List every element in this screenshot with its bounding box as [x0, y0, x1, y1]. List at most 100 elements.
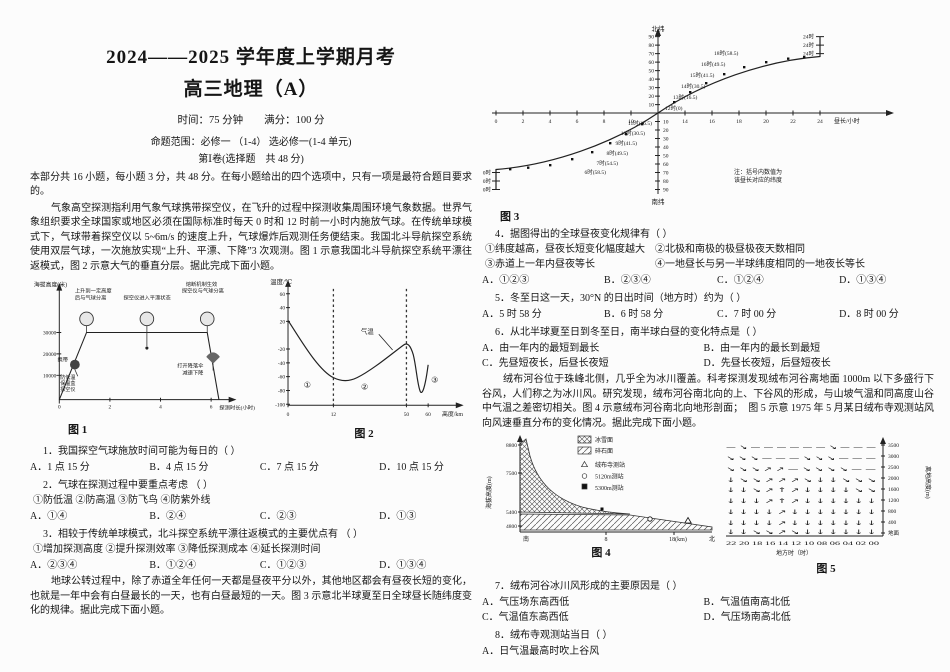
- fig1-xtick: 4: [159, 404, 162, 410]
- section-heading: 第Ⅰ卷(选择题 共 48 分): [198, 154, 304, 165]
- wind-row: ↓ ↘ ↘ ↗ ↗ ↗ ↘ ↓ ↓ ↘ ↘ ↘: [726, 477, 876, 484]
- fig1-chart: 海拔高度(米) 30000 20000 10000 0 2 4 6 探测时长(小…: [34, 280, 255, 412]
- fig5-ytick: 2500: [888, 465, 899, 471]
- fig3-xtick: 2: [522, 119, 525, 125]
- wind-row: ↓ ↓ ↓ ↓ ↗ ↓ ↓ ↓ ↓ ↓ ↓ ↓: [726, 509, 876, 516]
- passage-2: 地球公转过程中，除了赤道全年任何一天都是昼夜平分以外，其他地区都会有昼夜长短的变…: [30, 576, 472, 616]
- fig2-leader: [378, 333, 393, 351]
- fig3-point-label: 14时(30.5): [681, 82, 705, 90]
- fig1-label-launch: 探空仪: [60, 386, 75, 393]
- fig3-stick: 10: [663, 120, 669, 126]
- question-1-stem: 1．我国探空气球施放时间可能为每日的（ ）: [43, 446, 241, 457]
- fig2-y-label: 温度/℃: [270, 277, 292, 286]
- option: A．①②③: [482, 275, 530, 286]
- question-4-choices: ③赤道上一年内昼夜等长 ④一地昼长与另一半球纬度相同的一地夜长等长: [485, 259, 865, 270]
- fig1-label-fuse: 探空仪与气球分离: [182, 287, 224, 295]
- fig4-xtick: 8: [605, 537, 608, 543]
- fig2-x-label: 高度/km: [442, 410, 463, 418]
- fig3-xtick: 24: [817, 119, 823, 125]
- fig4-axes: [518, 440, 712, 535]
- fig3-xtick: 22: [790, 119, 796, 125]
- fig3-stick: 30: [663, 137, 669, 143]
- fig1-label-carry: 携带: [58, 356, 68, 364]
- question-2-choices: ①防低温 ②防高温 ③防飞鸟 ④防紫外线: [33, 495, 211, 506]
- fig3-note: 该昼长对应的纬度: [734, 176, 782, 184]
- station-5120-marker: [647, 516, 653, 522]
- fig2-xtick: 60: [425, 412, 431, 418]
- figure-5-caption: 图 5: [816, 563, 836, 575]
- fig4-ytick: 4800: [506, 524, 517, 530]
- fig3-ntick: 60: [649, 60, 655, 66]
- option: D．先昼长夜短，后昼短夜长: [703, 358, 831, 369]
- wind-row: ↘ ↘ ↘ ↗ ↗ — ↘ ↘ ↘ ↘ — —: [726, 466, 876, 473]
- fig5-ytick: 400: [888, 520, 897, 526]
- fig4-xtick: 北: [709, 535, 715, 543]
- fig3-x-arrow: [886, 110, 894, 116]
- fig5-chart: — ↘ — — — — — — ↘ — — — ↘ ↘ ↘ — — — ↘ ↘ …: [726, 437, 932, 557]
- option: A．①④: [30, 511, 68, 522]
- fig5-ytick: 3000: [888, 454, 899, 460]
- figure-row-1: 海拔高度(米) 30000 20000 10000 0 2 4 6 探测时长(小…: [30, 277, 472, 441]
- figure-4: 冰雪面 碎石面 绒布寺测站 5120m测站 5300m测站 海拔高度(m) 88…: [482, 434, 720, 560]
- fig3-stick: 20: [663, 128, 669, 134]
- option: A．气压场东高西低: [482, 597, 570, 608]
- fig1-x-arrow: [228, 396, 237, 403]
- option: D．气压场南高北低: [703, 612, 791, 623]
- fig3-y-arrow: [655, 28, 661, 36]
- fig3-stick: 60: [663, 162, 669, 168]
- fig4-legend-swatches: [577, 435, 592, 490]
- fig4-ytick: 5400: [506, 510, 517, 516]
- fig3-point-label: 16时(49.5): [701, 60, 725, 68]
- option: A．5 时 58 分: [482, 309, 542, 320]
- question-5-options: A．5 时 58 分 B．6 时 58 分 C．7 时 00 分 D．8 时 0…: [482, 307, 934, 322]
- fig3-xtick: 16: [709, 119, 715, 125]
- fig5-x-label: 地方时（时）: [776, 549, 812, 557]
- fig2-ytick: -80: [278, 388, 286, 394]
- option: B．②③④: [604, 275, 651, 286]
- wind-row: — ↘ — — — — — — ↘ — — —: [726, 444, 876, 451]
- question-1-options: A．1 点 15 分 B．4 点 15 分 C．7 点 15 分 D．10 点 …: [30, 460, 472, 475]
- legend-label: 5300m测站: [595, 484, 624, 492]
- exam-meta: 时间：75 分钟 满分：100 分: [177, 115, 325, 126]
- snow-surface-area: [519, 438, 631, 515]
- figure-row-2: 冰雪面 碎石面 绒布寺测站 5120m测站 5300m测站 海拔高度(m) 88…: [482, 434, 934, 576]
- fig1-ytick: 30000: [43, 330, 57, 336]
- fig3-point-label: 24时: [803, 50, 815, 58]
- option: C．7 点 15 分: [259, 462, 319, 473]
- question-7-stem: 7．绒布河谷冰川风形成的主要原因是（ ）: [495, 581, 683, 592]
- legend-label: 绒布寺测站: [595, 461, 625, 469]
- option: D．8 时 00 分: [839, 309, 899, 320]
- fig3-point-label: 12时(0): [665, 104, 683, 112]
- fig2-xtick: 0: [287, 412, 290, 418]
- option: C．气温值东高西低: [482, 612, 569, 623]
- question-6-stem: 6．从北半球夏至日到冬至日，南半球白昼的变化特点是（ ）: [495, 327, 763, 338]
- fig3-xtick: 8: [603, 119, 606, 125]
- figure-1-caption: 图 1: [68, 424, 88, 436]
- exam-subtitle: 高三地理（A）: [183, 79, 319, 100]
- fig5-ytick: 2000: [888, 476, 899, 482]
- fig3-point-label: 15时(41.5): [690, 71, 714, 79]
- fig3-xtick: 18: [736, 119, 742, 125]
- option: C．①②④: [717, 275, 764, 286]
- option: D．①③④: [839, 275, 887, 286]
- fig1-label-float: 探空仪进入平漂状态: [124, 293, 172, 301]
- wind-row: ↘ ↘ ↘ — — — ↘ ↘ ↘ — — —: [726, 455, 876, 462]
- option: A．1 点 15 分: [30, 462, 90, 473]
- fig2-x-arrow: [455, 402, 464, 409]
- fig2-axes: [286, 284, 458, 408]
- fig3-point-label: 0时: [483, 177, 492, 185]
- fig5-ytick: 1600: [888, 487, 899, 493]
- fig2-region-1: ①: [304, 381, 311, 390]
- legend-label: 5120m测站: [595, 473, 624, 481]
- legend-label: 冰雪面: [595, 436, 613, 444]
- fig2-chart: 温度/℃ 60 40 20 -20 -40 -60 -80 -100 0 12 …: [270, 277, 464, 418]
- instrument-icon: [145, 346, 149, 350]
- figure-4-caption: 图 4: [591, 547, 611, 559]
- fig3-point-label: 6时(58.5): [584, 168, 606, 176]
- fig3-axes: [492, 34, 888, 194]
- fig1-label-descend: 打开降落伞: [177, 362, 204, 370]
- fig3-ntick: 20: [649, 94, 655, 100]
- mini-balloon-icon: [70, 359, 80, 370]
- fig2-region-3: ③: [431, 376, 438, 385]
- fig3-point-label: 0时: [483, 186, 492, 194]
